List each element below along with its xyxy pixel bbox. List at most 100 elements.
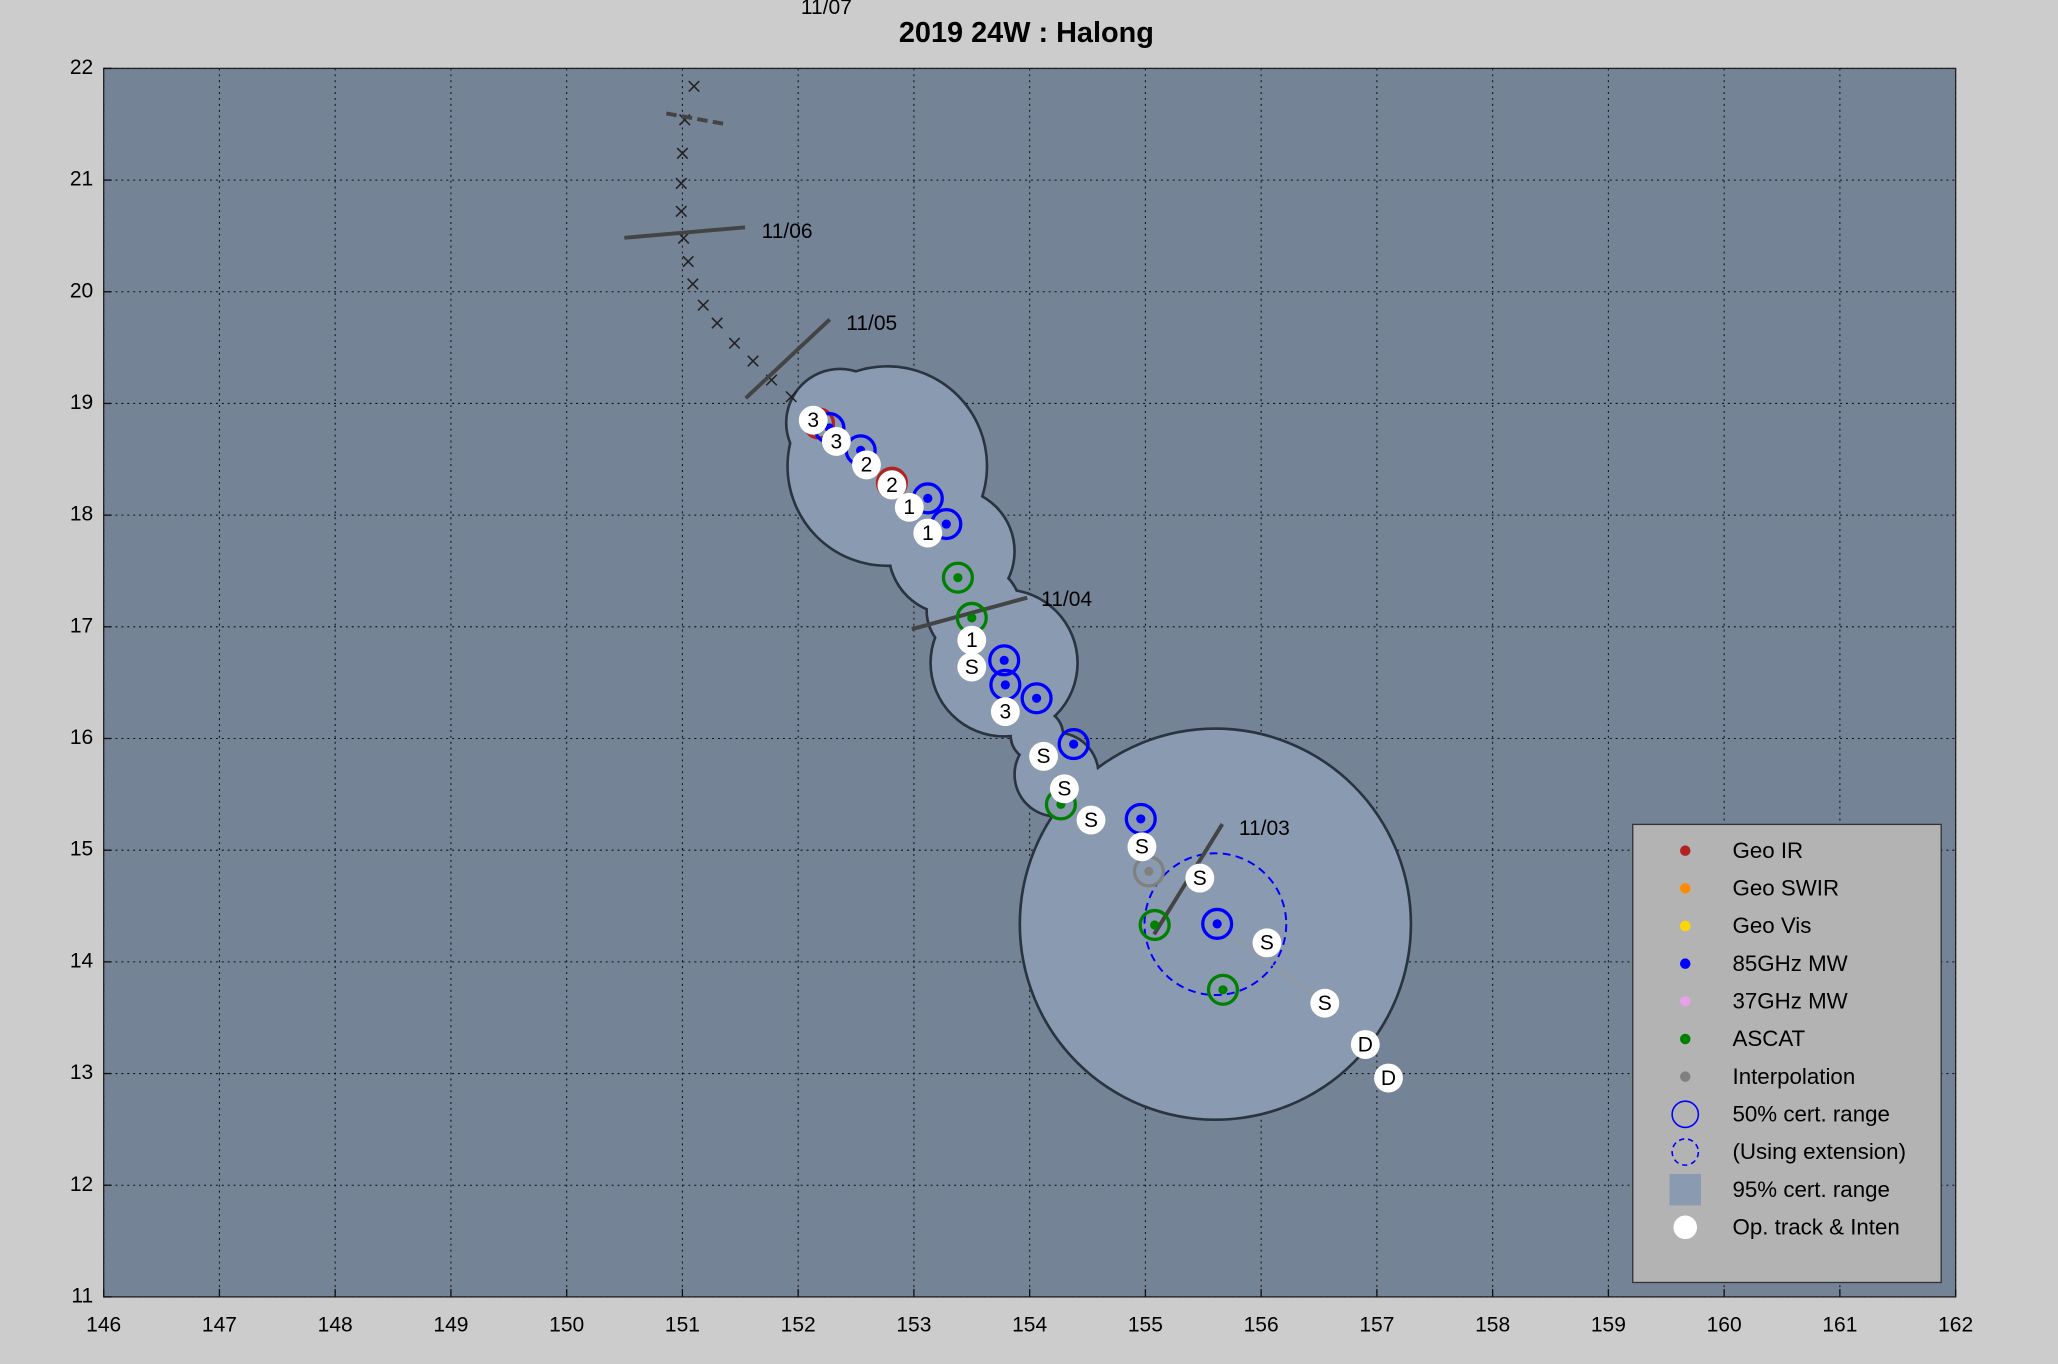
- x-tick-label: 153: [896, 1313, 931, 1336]
- legend-label: 95% cert. range: [1733, 1177, 1890, 1202]
- op-track-label: 3: [807, 409, 819, 432]
- legend-marker: [1680, 845, 1691, 856]
- x-tick-label: 149: [433, 1313, 468, 1336]
- legend-marker: [1671, 1138, 1700, 1166]
- date-label: 11/03: [1239, 817, 1290, 840]
- fix-point: [1136, 814, 1146, 824]
- date-label: 11/07: [801, 0, 852, 19]
- fix-point: [1069, 739, 1079, 749]
- op-track-point: [1049, 774, 1079, 804]
- forecast-mark: [682, 255, 695, 268]
- legend-marker: [1680, 920, 1691, 932]
- date-marker: [665, 111, 725, 126]
- date-marker: [744, 317, 832, 400]
- op-track-point: [852, 450, 881, 480]
- track-link: [1214, 923, 1327, 1004]
- op-track-label: S: [1037, 745, 1051, 768]
- fix-point: [953, 573, 963, 583]
- fix-point: [923, 493, 933, 503]
- legend-marker: [1673, 1215, 1698, 1240]
- op-track-point: [821, 426, 851, 456]
- fix-point: [1218, 985, 1228, 995]
- date-label: 11/04: [1041, 588, 1092, 611]
- legend-label: 85GHz MW: [1733, 951, 1848, 976]
- fix-point: [1212, 919, 1222, 929]
- forecast-mark: [675, 177, 688, 190]
- legend-label: ASCAT: [1733, 1026, 1806, 1051]
- op-track-point: [1350, 1030, 1380, 1059]
- op-track-point: [1310, 988, 1340, 1018]
- legend-label: Op. track & Inten: [1733, 1215, 1900, 1240]
- cert-50-ring: [1138, 908, 1171, 942]
- x-tick-label: 158: [1475, 1313, 1510, 1336]
- forecast-mark: [676, 147, 689, 160]
- legend-marker: [1680, 883, 1691, 894]
- op-track-point: [877, 470, 907, 500]
- fix-point: [967, 613, 977, 623]
- op-track-label: S: [1084, 809, 1098, 832]
- legend-marker: [1680, 1033, 1691, 1045]
- x-tick-label: 151: [665, 1313, 700, 1336]
- x-tick-label: 157: [1359, 1313, 1394, 1336]
- x-tick-label: 150: [549, 1313, 584, 1336]
- cert-50-ring: [1206, 973, 1240, 1006]
- date-label: 11/05: [846, 312, 897, 335]
- op-track-label: S: [1057, 778, 1071, 801]
- op-track-point: [894, 492, 924, 522]
- op-track-label: 3: [1000, 701, 1012, 724]
- legend-label: Geo Vis: [1733, 913, 1812, 938]
- forecast-mark: [688, 80, 700, 93]
- op-track-label: 1: [922, 522, 934, 545]
- y-tick-label: 12: [70, 1173, 93, 1196]
- op-track-label: D: [1381, 1067, 1396, 1090]
- y-tick-label: 21: [70, 168, 93, 191]
- cert-50-ring: [1057, 728, 1090, 761]
- legend-marker: [1669, 1173, 1701, 1206]
- x-tick-label: 152: [781, 1313, 816, 1336]
- op-track-label: 3: [831, 430, 843, 453]
- x-tick-label: 154: [1012, 1313, 1047, 1336]
- op-track-label: S: [1135, 836, 1149, 859]
- legend-marker: [1680, 958, 1691, 969]
- forecast-mark: [728, 337, 741, 349]
- x-tick-label: 162: [1938, 1313, 1973, 1336]
- forecast-mark: [697, 299, 710, 311]
- fix-point: [1144, 866, 1154, 876]
- op-track-point: [1252, 928, 1282, 958]
- fix-point: [1000, 680, 1010, 690]
- op-track-point: [957, 652, 987, 682]
- x-tick-label: 148: [318, 1313, 353, 1336]
- date-label: 11/06: [762, 220, 813, 243]
- y-tick-label: 19: [70, 391, 93, 414]
- forecast-mark: [711, 317, 723, 329]
- x-tick-label: 146: [86, 1313, 121, 1336]
- cert-50-ring: [988, 644, 1021, 677]
- forecast-mark: [747, 355, 759, 367]
- op-track-point: [957, 625, 987, 655]
- chart-title: 2019 24W : Halong: [899, 17, 1154, 49]
- op-track-point: [1127, 832, 1157, 862]
- fix-point: [1150, 920, 1160, 930]
- legend-marker: [1680, 1071, 1691, 1082]
- forecast-mark: [785, 390, 798, 403]
- legend-label: Interpolation: [1733, 1064, 1856, 1089]
- y-tick-label: 15: [70, 838, 93, 861]
- y-tick-label: 16: [70, 726, 93, 749]
- y-tick-label: 17: [70, 614, 93, 637]
- legend-label: (Using extension): [1733, 1139, 1907, 1164]
- legend-box: [1632, 823, 1942, 1284]
- legend-marker: [1680, 996, 1691, 1007]
- x-tick-label: 156: [1244, 1313, 1279, 1336]
- op-track-point: [798, 405, 828, 435]
- forecast-mark: [675, 205, 688, 218]
- x-tick-label: 159: [1591, 1313, 1626, 1336]
- op-track-label: S: [1318, 992, 1332, 1015]
- op-track-point: [990, 697, 1020, 727]
- x-tick-label: 147: [202, 1313, 237, 1336]
- cert-50-ring: [1143, 852, 1288, 997]
- x-tick-label: 160: [1707, 1313, 1742, 1336]
- x-tick-label: 155: [1128, 1313, 1163, 1336]
- date-marker: [911, 595, 1028, 632]
